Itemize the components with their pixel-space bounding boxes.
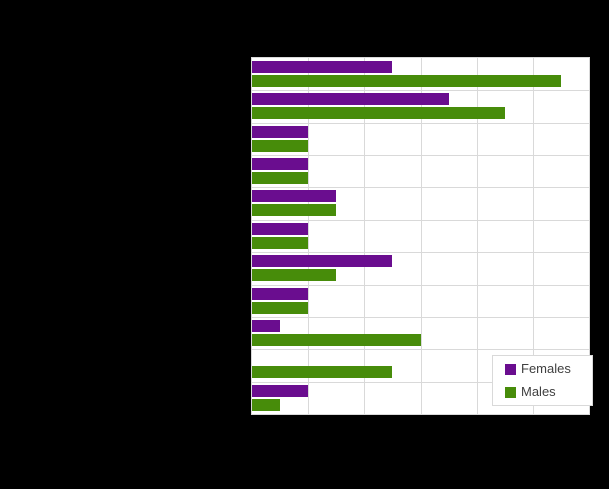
bar-males <box>252 366 393 379</box>
vertical-gridline <box>420 58 422 414</box>
legend-label-females: Females <box>521 361 571 376</box>
horizontal-gridline <box>252 90 589 92</box>
horizontal-gridline <box>252 122 589 124</box>
category-row <box>252 252 589 284</box>
bar-males <box>252 107 505 120</box>
category-row <box>252 155 589 187</box>
category-row <box>252 58 589 90</box>
horizontal-gridline <box>252 187 589 189</box>
category-row <box>252 90 589 122</box>
vertical-gridline <box>476 58 478 414</box>
legend-item-females: Females <box>505 362 592 376</box>
category-row <box>252 349 589 381</box>
category-row <box>252 285 589 317</box>
horizontal-gridline <box>252 284 589 286</box>
bar-males <box>252 398 281 411</box>
vertical-gridline <box>532 58 534 414</box>
category-row <box>252 187 589 219</box>
females-swatch-icon <box>505 363 516 375</box>
legend-label-males: Males <box>521 384 556 399</box>
vertical-gridline <box>364 58 366 414</box>
bar-females <box>252 190 337 203</box>
vertical-gridline <box>308 58 310 414</box>
category-row <box>252 123 589 155</box>
bar-females <box>252 255 393 268</box>
plot-area: Females Males <box>251 57 593 415</box>
bar-females <box>252 93 449 106</box>
horizontal-gridline <box>252 349 589 351</box>
bar-males <box>252 236 309 249</box>
bar-females <box>252 61 393 73</box>
bar-females <box>252 287 309 300</box>
bar-males <box>252 139 309 152</box>
bar-females <box>252 158 309 171</box>
bar-males <box>252 204 337 217</box>
category-row <box>252 382 589 414</box>
bar-females <box>252 222 309 235</box>
bar-females <box>252 384 309 397</box>
category-row <box>252 220 589 252</box>
horizontal-gridline <box>252 316 589 318</box>
horizontal-gridline <box>252 381 589 383</box>
males-swatch-icon <box>505 386 516 398</box>
bar-males <box>252 75 561 87</box>
legend-item-males: Males <box>505 385 592 399</box>
bar-females <box>252 125 309 138</box>
bar-males <box>252 172 309 185</box>
horizontal-gridline <box>252 219 589 221</box>
bar-males <box>252 301 309 314</box>
legend: Females Males <box>492 355 593 406</box>
bar-females <box>252 319 281 332</box>
horizontal-gridline <box>252 155 589 157</box>
bar-males <box>252 269 337 282</box>
bar-males <box>252 333 421 346</box>
horizontal-gridline <box>252 252 589 254</box>
category-row <box>252 317 589 349</box>
